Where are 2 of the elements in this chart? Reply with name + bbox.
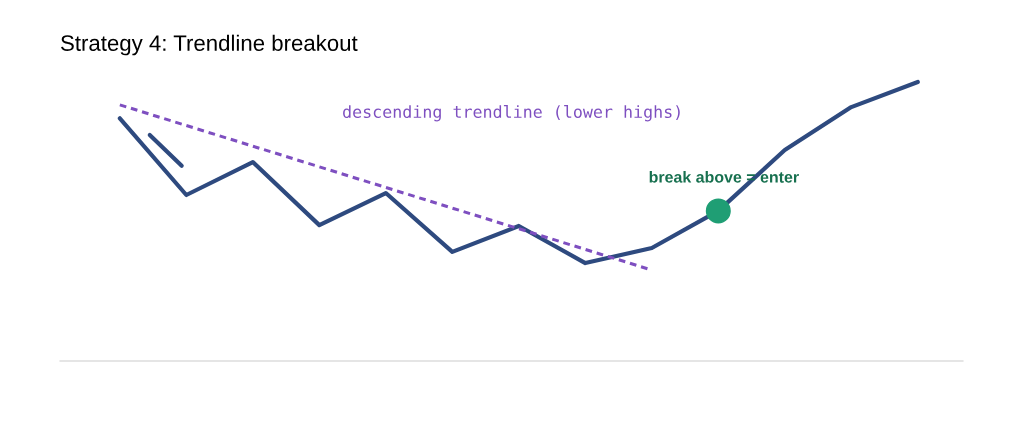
chart-title: Strategy 4: Trendline breakout — [61, 34, 358, 56]
annotation: descending trendline (lower highs) — [343, 105, 680, 122]
